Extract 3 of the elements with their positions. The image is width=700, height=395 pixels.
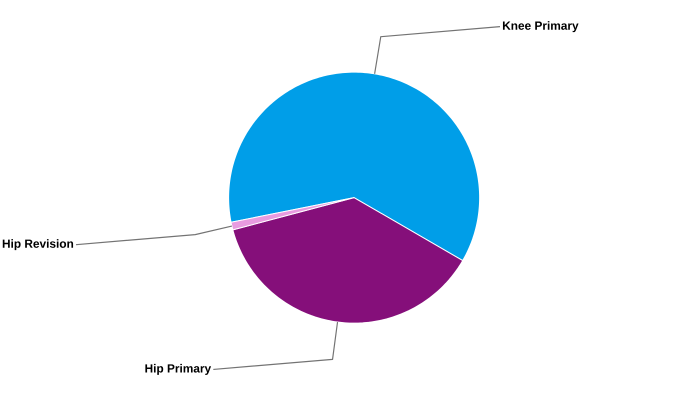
- slice-label: Hip Primary: [145, 364, 212, 375]
- slice-label: Hip Revision: [2, 238, 74, 250]
- slice-label: Knee Primary: [502, 20, 579, 32]
